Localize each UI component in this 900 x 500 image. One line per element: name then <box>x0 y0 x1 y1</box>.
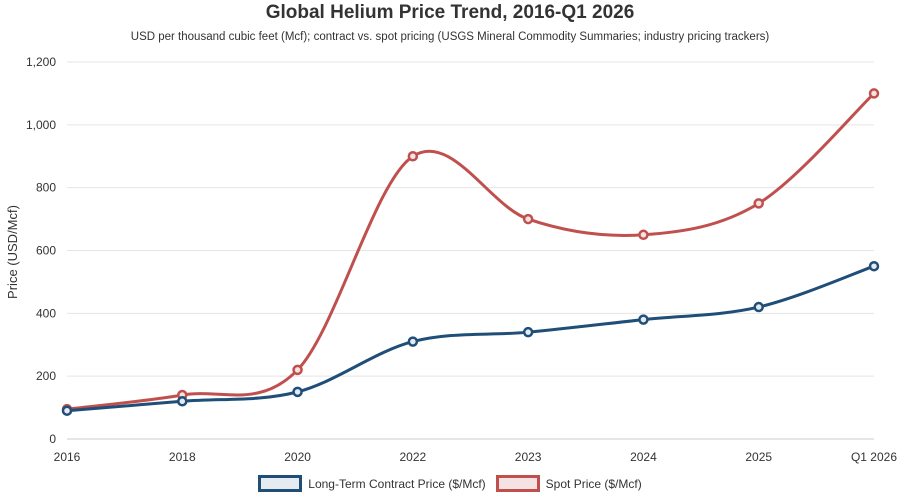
gridlines <box>67 61 874 440</box>
chart-title: Global Helium Price Trend, 2016-Q1 2026 <box>265 2 635 23</box>
x-tick-label: 2020 <box>284 450 311 464</box>
data-point[interactable] <box>638 314 649 325</box>
data-point[interactable] <box>638 229 649 241</box>
series-line <box>66 92 876 411</box>
y-tick-label: 1,000 <box>26 118 56 132</box>
y-tick-label: 400 <box>36 306 56 320</box>
x-tick-label: 2023 <box>515 450 542 464</box>
axes: 0 200 400 600 800 1,000 1,200 2016 2018 2020 2022 2… <box>26 55 897 464</box>
legend-swatch <box>258 475 303 492</box>
x-tick-label: Q1 2026 <box>851 450 897 464</box>
data-point[interactable] <box>407 336 419 347</box>
data-point[interactable] <box>753 301 764 313</box>
legend-item[interactable]: Spot Price ($/Mcf) <box>495 475 642 492</box>
data-point[interactable] <box>407 151 419 162</box>
y-axis-title: Price (USD/Mcf) <box>5 205 20 299</box>
y-tick-label: 1,200 <box>26 55 56 69</box>
legend-label: Spot Price ($/Mcf) <box>545 476 642 491</box>
legend: Long-Term Contract Price ($/Mcf) Spot Pri… <box>0 475 900 492</box>
series-spot <box>61 88 880 415</box>
data-point[interactable] <box>61 405 73 416</box>
plot-area: 0 200 400 600 800 1,000 1,200 2016 2018 2020 2022 2… <box>5 55 897 464</box>
x-tick-label: 2024 <box>630 450 657 464</box>
data-point[interactable] <box>868 260 880 272</box>
data-point[interactable] <box>292 386 303 398</box>
series-contract <box>61 260 880 416</box>
legend-swatch <box>495 475 540 492</box>
chart-subtitle: USD per thousand cubic feet (Mcf); contr… <box>130 31 770 43</box>
x-tick-label: 2016 <box>54 450 81 464</box>
data-point[interactable] <box>522 213 534 225</box>
legend-item[interactable]: Long-Term Contract Price ($/Mcf) <box>258 475 486 492</box>
y-tick-label: 600 <box>36 244 56 258</box>
legend-label: Long-Term Contract Price ($/Mcf) <box>308 476 486 491</box>
y-tick-label: 0 <box>49 432 56 446</box>
data-point[interactable] <box>868 88 880 99</box>
x-tick-label: 2018 <box>169 450 196 464</box>
series-line <box>66 264 875 413</box>
x-tick-label: 2025 <box>745 450 772 464</box>
data-point[interactable] <box>522 326 534 338</box>
series-lines <box>61 88 880 416</box>
x-tick-label: 2022 <box>400 450 427 464</box>
data-point[interactable] <box>753 198 764 209</box>
y-tick-label: 800 <box>36 181 56 195</box>
y-tick-label: 200 <box>36 369 56 383</box>
data-point[interactable] <box>292 364 303 376</box>
data-point[interactable] <box>177 396 188 407</box>
